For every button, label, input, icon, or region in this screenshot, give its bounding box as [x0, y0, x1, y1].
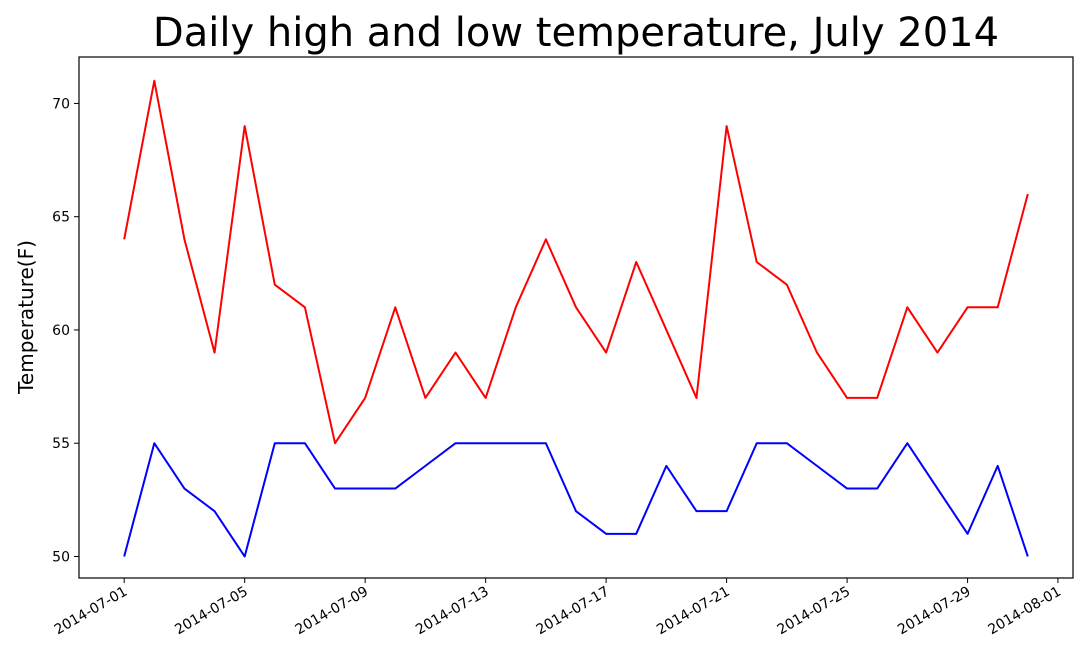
x-axis-ticks: 2014-07-01 2014-07-05 2014-07-09 2014-07-13… [52, 578, 1064, 638]
plot-area [78, 56, 1074, 579]
x-tick-label: 2014-07-17 [534, 584, 612, 639]
x-tick-label: 2014-07-25 [775, 584, 853, 639]
y-tick-label: 70 [52, 96, 70, 112]
y-axis-ticks: 50 55 60 65 70 [52, 96, 79, 565]
y-tick-label: 60 [52, 323, 70, 339]
series-line-1 [123, 79, 1029, 445]
x-tick-label: 2014-07-13 [413, 584, 491, 639]
y-axis-label: Temperature(F) [14, 240, 38, 395]
series-line-2 [123, 442, 1029, 558]
x-tick-label: 2014-07-05 [172, 584, 250, 639]
y-tick-label: 65 [52, 210, 70, 226]
series-layer [123, 79, 1029, 558]
x-tick-label: 2014-07-21 [654, 584, 732, 639]
x-tick-label: 2014-08-01 [985, 584, 1063, 639]
chart-title: Daily high and low temperature, July 201… [153, 10, 999, 56]
y-tick-label: 55 [52, 436, 70, 452]
y-tick-label: 50 [52, 549, 70, 565]
x-tick-label: 2014-07-01 [52, 584, 130, 639]
x-tick-label: 2014-07-09 [293, 584, 371, 639]
x-tick-label: 2014-07-29 [895, 584, 973, 639]
